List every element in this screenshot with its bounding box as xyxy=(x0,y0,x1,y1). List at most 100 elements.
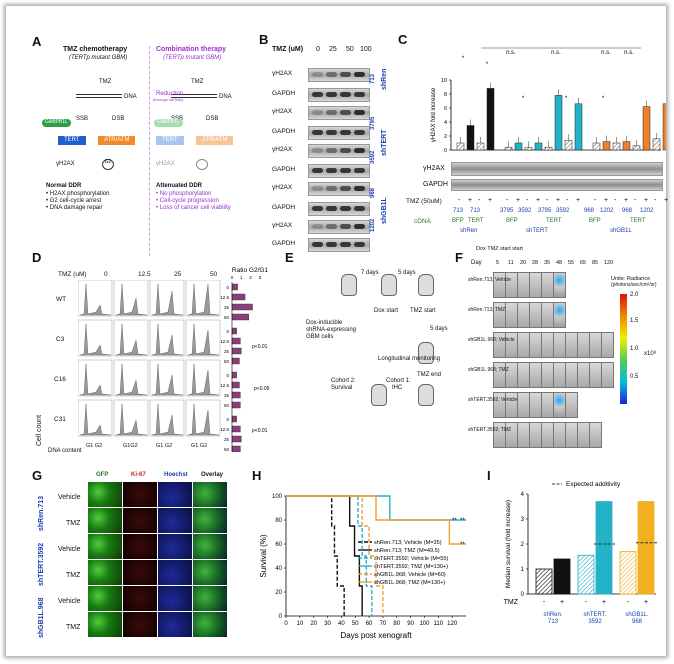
g-micrograph xyxy=(123,612,157,637)
g-row-2: TMZ xyxy=(66,520,81,527)
f-mouse-image xyxy=(601,362,614,388)
panel-a-right-title: Combination therapy xyxy=(156,46,227,53)
d-ratio-dose-label: 12.5 xyxy=(220,295,229,300)
c-y-tick-label: 0 xyxy=(444,148,447,154)
gh2ax-right: γH2AX xyxy=(156,161,175,167)
i-tmz-sign: - xyxy=(627,599,630,606)
c-blot-label-gh2ax: γH2AX xyxy=(423,165,445,172)
i-bar xyxy=(577,554,595,595)
c-tmz-sign: + xyxy=(556,197,561,204)
c-bar xyxy=(574,103,583,151)
c-bar xyxy=(564,139,573,151)
d-dose-50: 50 xyxy=(210,271,218,278)
e-tmz-start: TMZ start xyxy=(410,308,436,314)
c-clone-number: 1202 xyxy=(640,208,654,214)
d-dose-25: 25 xyxy=(174,271,182,278)
c-bar xyxy=(476,142,485,151)
g-micrograph xyxy=(88,508,122,533)
i-y-tick-label: 3 xyxy=(521,517,525,523)
panel-a-dsb-right: DSB xyxy=(206,116,219,122)
h-x-tick-label: 20 xyxy=(310,621,317,627)
c-bar xyxy=(652,138,661,151)
d-hist-curve xyxy=(151,403,184,436)
c-cdna-tert-1: TERT xyxy=(468,218,484,224)
b-band xyxy=(326,186,337,191)
g-micrograph xyxy=(193,612,227,637)
c-tmz-sign: - xyxy=(634,197,637,204)
b-band xyxy=(354,130,365,135)
d-pvalue: p<0.01 xyxy=(252,344,268,350)
h-legend-label: shRen.713; Vehicle (M=35) xyxy=(374,540,442,546)
g-micrograph xyxy=(123,482,157,507)
c-tmz-label: TMZ (50uM) xyxy=(406,198,442,205)
b-band xyxy=(340,72,351,77)
dose-50: 50 xyxy=(346,46,354,53)
b-band xyxy=(340,148,351,153)
c-bar xyxy=(456,142,465,151)
i-tmz-sign: + xyxy=(602,599,606,606)
d-hist-curve xyxy=(79,363,112,396)
tert-badge-left: TERT xyxy=(58,136,86,145)
d-hist-frame xyxy=(149,319,185,357)
c-bar xyxy=(642,106,651,151)
h-x-tick-label: 80 xyxy=(393,621,400,627)
c-group-shgb1l: shGB1L xyxy=(610,228,632,234)
c-bar xyxy=(554,95,563,151)
d-hist-curve xyxy=(115,363,148,396)
c-bar xyxy=(514,142,523,151)
e-dox-start: Dox start xyxy=(374,308,399,314)
c-group-shren: shRen xyxy=(460,228,478,234)
b-blot-strip xyxy=(308,238,370,252)
right-outcome-3: • Loss of cancer cell viability xyxy=(156,205,231,211)
b-band xyxy=(354,206,365,211)
median-survival-chart: 0 1 2 3 4 Median survival (fold increase) - + - +… xyxy=(504,481,658,625)
c-bar xyxy=(612,142,621,151)
d-ratio-tick: 2 xyxy=(249,275,252,280)
dose-0: 0 xyxy=(316,46,320,53)
i-bar xyxy=(595,501,613,595)
h-legend-label: shGB1L.968; Vehicle (M=60) xyxy=(374,572,446,578)
g-micrograph xyxy=(88,612,122,637)
b-band xyxy=(340,92,351,97)
g-micrograph xyxy=(123,508,157,533)
c-y-label: γH2AX fold increase xyxy=(431,87,437,142)
d-ratio-title: Ratio G2/G1 xyxy=(232,267,269,274)
b-band xyxy=(312,110,323,115)
f-scale-10: 1.0 xyxy=(630,346,639,352)
i-tmz-sign: + xyxy=(644,599,648,606)
b-band xyxy=(312,72,323,77)
b-band xyxy=(326,110,337,115)
panel-f-label: F xyxy=(455,250,463,265)
e-5days: 5 days xyxy=(430,326,448,332)
c-significance: * xyxy=(462,56,465,62)
h-star: ** xyxy=(460,518,465,524)
i-group-label: 713 xyxy=(548,619,559,625)
panel-b-header: TMZ (uM) xyxy=(272,46,304,53)
b-blot-strip xyxy=(308,220,370,234)
gabpb1l-badge-right: GABPB1L xyxy=(154,119,183,127)
c-significance: n.s. xyxy=(601,50,611,56)
d-pvalue: p<0.01 xyxy=(252,428,268,434)
i-group-label: shGB1L. xyxy=(625,612,649,618)
b-band xyxy=(326,130,337,135)
d-ratio-dose-label: 25 xyxy=(224,349,230,354)
atr-atm-badge-left: ATR/ATM xyxy=(98,136,136,145)
g-row-6: TMZ xyxy=(66,624,81,631)
h-x-tick-label: 0 xyxy=(284,621,288,627)
i-bar xyxy=(619,551,637,595)
h-x-tick-label: 50 xyxy=(352,621,359,627)
d-hist-frame xyxy=(78,399,113,437)
gabpb1l-badge-left: GABPB1L xyxy=(42,119,71,127)
c-tmz-sign: + xyxy=(644,197,649,204)
f-day: 55 xyxy=(568,260,575,266)
figure-frame: A TMZ chemotherapy (TERTp mutant GBM) Co… xyxy=(6,6,668,656)
f-scale-mult: x10⁸ xyxy=(644,351,657,357)
f-scale-05: 0.5 xyxy=(630,374,639,380)
d-ratio-dose-label: 50 xyxy=(224,315,230,320)
b-row-label: γH2AX xyxy=(272,184,293,191)
b-band xyxy=(326,224,337,229)
c-significance: * xyxy=(522,96,525,102)
panel-a-ssb-left: SSB xyxy=(76,116,89,122)
g-group-shren: shRen.713 xyxy=(38,495,45,531)
group-shren: shRen xyxy=(381,68,388,90)
